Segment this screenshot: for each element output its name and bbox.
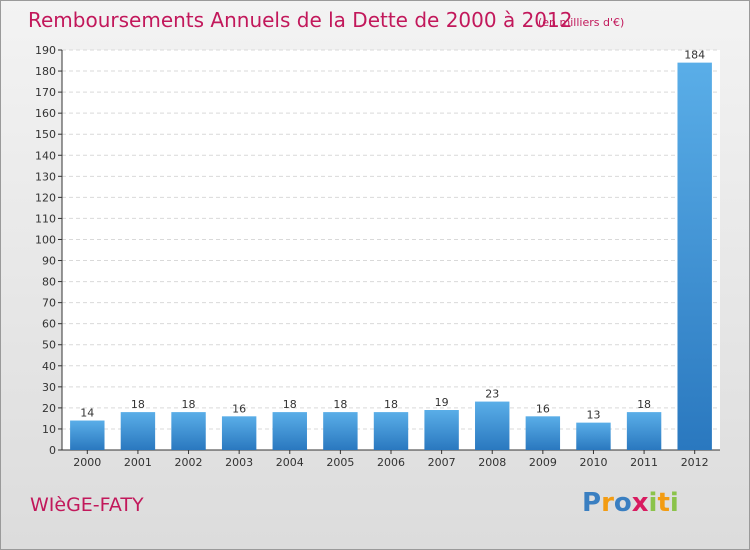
- bar-2004: [272, 412, 307, 450]
- logo-letter: o: [613, 488, 632, 518]
- y-tick-label: 50: [42, 339, 56, 352]
- x-tick-label: 2012: [681, 456, 709, 469]
- y-tick-label: 10: [42, 423, 56, 436]
- x-tick-label: 2005: [326, 456, 354, 469]
- chart-title: Remboursements Annuels de la Dette de 20…: [28, 8, 573, 32]
- bar-2011: [626, 412, 662, 450]
- data-label: 23: [485, 388, 499, 401]
- y-tick-label: 40: [42, 360, 56, 373]
- data-label: 14: [80, 407, 94, 420]
- chart-subtitle: (en milliers d'€): [538, 16, 625, 29]
- data-label: 184: [684, 49, 705, 62]
- data-label: 18: [131, 398, 145, 411]
- y-tick-label: 130: [35, 170, 56, 183]
- y-tick-label: 100: [35, 233, 56, 246]
- x-tick-label: 2010: [579, 456, 607, 469]
- y-tick-label: 90: [42, 255, 56, 268]
- y-tick-label: 120: [35, 191, 56, 204]
- logo-letter: i: [669, 488, 679, 518]
- data-label: 16: [536, 402, 550, 415]
- data-label: 18: [637, 398, 651, 411]
- y-tick-label: 20: [42, 402, 56, 415]
- bar-2002: [171, 412, 206, 450]
- y-tick-label: 150: [35, 128, 56, 141]
- bar-2001: [120, 412, 156, 450]
- logo-letter: i: [648, 488, 658, 518]
- x-tick-label: 2006: [377, 456, 405, 469]
- x-tick-label: 2003: [225, 456, 253, 469]
- bar-2008: [475, 401, 510, 450]
- y-tick-label: 80: [42, 276, 56, 289]
- bar-2010: [576, 422, 611, 450]
- plot-area: [62, 50, 720, 450]
- x-tick-label: 2008: [478, 456, 506, 469]
- y-tick-label: 0: [49, 444, 56, 457]
- data-label: 18: [333, 398, 347, 411]
- y-tick-label: 180: [35, 65, 56, 78]
- logo-letter: P: [582, 488, 602, 518]
- logo-letter: t: [657, 488, 670, 518]
- proxiti-logo: Proxiti: [582, 488, 679, 518]
- place-name: WIèGE-FATY: [30, 494, 144, 516]
- logo-letter: x: [631, 488, 649, 518]
- bar-2005: [323, 412, 358, 450]
- bar-2006: [373, 412, 409, 450]
- x-tick-label: 2009: [529, 456, 557, 469]
- y-tick-label: 30: [42, 381, 56, 394]
- bar-2003: [221, 416, 257, 450]
- y-tick-label: 160: [35, 107, 56, 120]
- bar-2007: [424, 410, 459, 450]
- y-tick-label: 60: [42, 318, 56, 331]
- y-tick-label: 140: [35, 149, 56, 162]
- x-tick-label: 2002: [175, 456, 203, 469]
- data-label: 19: [435, 396, 449, 409]
- bar-2009: [525, 416, 561, 450]
- data-label: 18: [182, 398, 196, 411]
- x-tick-label: 2004: [276, 456, 304, 469]
- y-tick-label: 110: [35, 212, 56, 225]
- bar-2000: [70, 420, 105, 450]
- logo-letter: r: [601, 488, 614, 518]
- data-label: 16: [232, 402, 246, 415]
- y-tick-label: 170: [35, 86, 56, 99]
- data-label: 18: [283, 398, 297, 411]
- y-tick-label: 190: [35, 44, 56, 57]
- x-tick-label: 2001: [124, 456, 152, 469]
- bar-2012: [677, 62, 712, 450]
- x-tick-label: 2000: [73, 456, 101, 469]
- x-tick-label: 2011: [630, 456, 658, 469]
- y-tick-label: 70: [42, 297, 56, 310]
- x-tick-label: 2007: [428, 456, 456, 469]
- data-label: 13: [586, 409, 600, 422]
- data-label: 18: [384, 398, 398, 411]
